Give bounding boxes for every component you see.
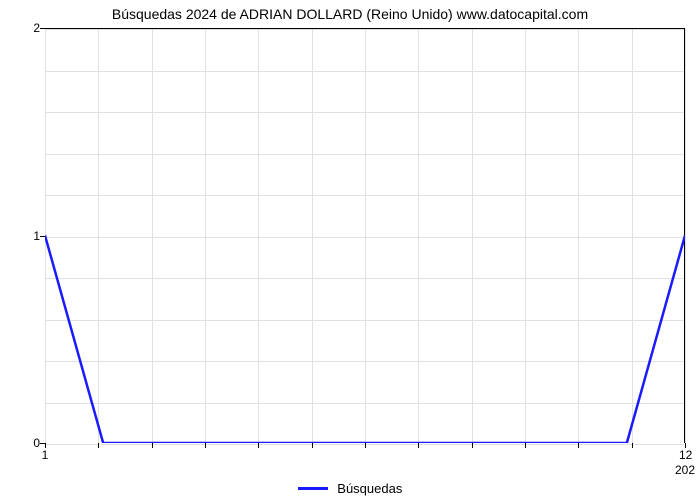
grid-line-vertical <box>685 29 686 443</box>
x-axis-tick-label: 12 <box>679 448 692 462</box>
grid-line-vertical <box>152 29 153 443</box>
y-axis-tick-label: 2 <box>33 21 40 35</box>
chart-container: Búsquedas 2024 de ADRIAN DOLLARD (Reino … <box>0 0 700 500</box>
grid-line-vertical <box>45 29 46 443</box>
grid-line-vertical <box>98 29 99 443</box>
x-axis-tick-mark <box>472 443 473 448</box>
x-axis-tick-mark <box>98 443 99 448</box>
grid-line-vertical <box>525 29 526 443</box>
plot-area <box>45 28 685 443</box>
chart-title: Búsquedas 2024 de ADRIAN DOLLARD (Reino … <box>0 6 700 22</box>
grid-line-vertical <box>632 29 633 443</box>
legend-swatch <box>298 487 328 490</box>
x-axis-tick-mark <box>258 443 259 448</box>
grid-line-vertical <box>578 29 579 443</box>
x-axis-tick-label: 1 <box>42 448 49 462</box>
x-axis-tick-mark <box>418 443 419 448</box>
x-axis-sub-label: 202 <box>675 463 695 477</box>
y-axis-tick-label: 0 <box>33 436 40 450</box>
y-axis-tick-mark <box>40 28 45 29</box>
x-axis-tick-mark <box>525 443 526 448</box>
x-axis-tick-mark <box>632 443 633 448</box>
y-axis-tick-label: 1 <box>33 229 40 243</box>
grid-line-vertical <box>205 29 206 443</box>
grid-line-vertical <box>365 29 366 443</box>
x-axis-tick-mark <box>365 443 366 448</box>
x-axis-tick-mark <box>152 443 153 448</box>
x-axis-tick-mark <box>205 443 206 448</box>
x-axis-tick-mark <box>578 443 579 448</box>
grid-line-vertical <box>472 29 473 443</box>
y-axis-tick-mark <box>40 236 45 237</box>
grid-line-vertical <box>312 29 313 443</box>
grid-line-vertical <box>258 29 259 443</box>
grid-line-vertical <box>418 29 419 443</box>
legend: Búsquedas <box>0 480 700 496</box>
legend-label: Búsquedas <box>337 481 402 496</box>
x-axis-tick-mark <box>312 443 313 448</box>
